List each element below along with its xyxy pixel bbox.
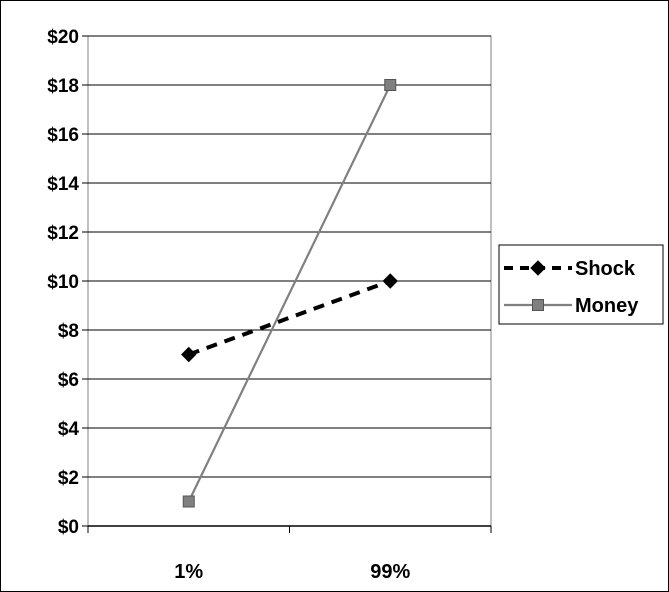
shock-legend-marker bbox=[530, 260, 546, 276]
x-tick-label: 1% bbox=[174, 561, 203, 583]
y-tick-label: $0 bbox=[58, 517, 79, 538]
y-tick-label: $20 bbox=[47, 27, 79, 48]
money-data-point bbox=[182, 495, 195, 508]
y-tick-label: $8 bbox=[58, 321, 79, 342]
money-data-point bbox=[384, 79, 397, 91]
x-axis: 1% 99% bbox=[87, 525, 492, 583]
y-axis-tick-labels: $0 $2 $4 $6 $8 $10 $12 $14 $16 $18 $20 bbox=[47, 27, 79, 538]
shock-series-line bbox=[188, 279, 391, 357]
y-tick-label: $10 bbox=[47, 272, 79, 293]
x-tick-label: 99% bbox=[370, 561, 410, 583]
y-tick-label: $6 bbox=[58, 370, 79, 391]
shock-data-point bbox=[382, 273, 398, 289]
series-layer bbox=[181, 79, 398, 508]
shock-data-point bbox=[181, 346, 197, 363]
y-tick-label: $16 bbox=[47, 125, 79, 146]
y-tick-label: $4 bbox=[58, 419, 80, 440]
legend-box bbox=[498, 244, 664, 325]
legend: Shock Money bbox=[498, 244, 664, 325]
y-tick-label: $2 bbox=[58, 468, 79, 489]
shock-legend-label: Shock bbox=[575, 258, 636, 280]
money-series-line bbox=[187, 84, 392, 502]
y-tick-label: $18 bbox=[47, 76, 79, 97]
y-tick-label: $14 bbox=[47, 174, 79, 195]
y-tick-label: $12 bbox=[47, 223, 79, 244]
money-legend-marker bbox=[532, 299, 544, 311]
gridlines bbox=[82, 35, 491, 527]
money-legend-label: Money bbox=[575, 295, 639, 317]
